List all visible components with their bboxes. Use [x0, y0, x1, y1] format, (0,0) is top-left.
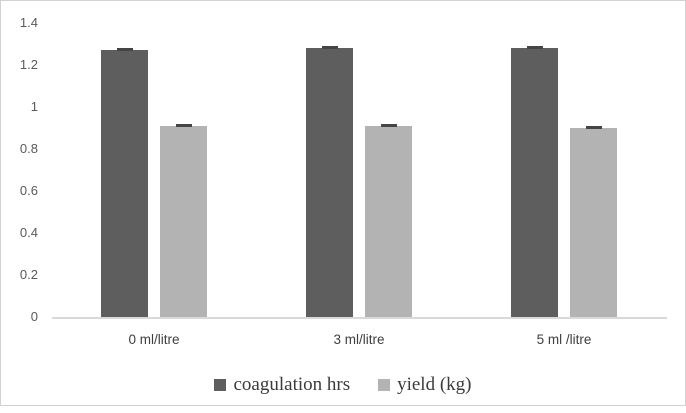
error-bar-cap: [526, 46, 543, 49]
error-bar-cap: [585, 126, 602, 129]
legend-swatch-icon: [378, 379, 391, 391]
x-axis-category-label-0-ml-litre: 0 ml/litre: [128, 332, 180, 347]
y-axis-tick-label: 1.2: [19, 57, 38, 72]
y-axis-tick-label: 0: [30, 309, 38, 324]
x-axis-category-label-3-ml-litre: 3 ml/litre: [333, 332, 385, 347]
plot-area: [52, 23, 667, 317]
y-axis-tick-label: 0.8: [19, 141, 38, 156]
y-axis-tick-label: 0.4: [19, 225, 38, 240]
legend: coagulation hrs yield (kg): [0, 372, 686, 398]
y-axis-tick-label: 0.2: [19, 267, 38, 282]
error-bar-cap: [175, 124, 192, 127]
bar-coagulation-hrs-0-ml-litre: [101, 50, 148, 317]
x-axis-category-label-5-ml-litre: 5 ml /litre: [536, 332, 592, 347]
bar-yield-kg-3-ml-litre: [365, 126, 412, 317]
legend-item-yield-kg: yield (kg): [378, 374, 472, 396]
legend-label: coagulation hrs: [233, 374, 351, 395]
error-bar-cap: [321, 46, 338, 49]
legend-swatch-icon: [214, 379, 227, 391]
y-axis-tick-label: 1.4: [19, 15, 38, 30]
bar-coagulation-hrs-3-ml-litre: [306, 48, 353, 317]
bar-yield-kg-0-ml-litre: [160, 126, 207, 317]
error-bar-cap: [116, 48, 133, 51]
x-axis-line: [52, 317, 667, 319]
error-bar-cap: [380, 124, 397, 127]
legend-label: yield (kg): [397, 374, 472, 395]
bar-yield-kg-5-ml-litre: [570, 128, 617, 317]
bar-coagulation-hrs-5-ml-litre: [511, 48, 558, 317]
y-axis-tick-label: 0.6: [19, 183, 38, 198]
legend-item-coagulation-hrs: coagulation hrs: [214, 374, 350, 396]
y-axis-tick-label: 1: [30, 99, 38, 114]
